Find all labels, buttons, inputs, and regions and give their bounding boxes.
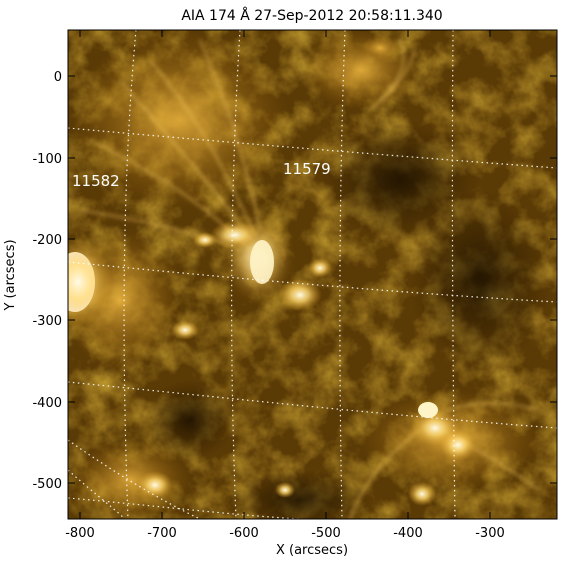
x-tick-label: -500 bbox=[311, 526, 341, 541]
region-label-11582: 11582 bbox=[72, 172, 120, 190]
solar-image: 11582 11579 bbox=[68, 30, 557, 519]
x-tick-label: -800 bbox=[65, 526, 95, 541]
heliographic-grid bbox=[68, 30, 557, 519]
y-tick-label: -300 bbox=[32, 314, 62, 329]
x-tick-label: -600 bbox=[229, 526, 259, 541]
y-tick-label: -400 bbox=[32, 396, 62, 411]
x-tick-label: -400 bbox=[393, 526, 423, 541]
y-axis: 0 -100 -200 -300 -400 -500 Y (arcsecs) bbox=[3, 70, 557, 492]
y-tick-label: -100 bbox=[32, 152, 62, 167]
y-tick-label: -200 bbox=[32, 233, 62, 248]
x-tick-label: -300 bbox=[475, 526, 505, 541]
plot-frame bbox=[67, 29, 558, 520]
x-axis: -800 -700 -600 -500 -400 -300 X (arcsecs… bbox=[65, 30, 505, 558]
figure-title: AIA 174 Å 27-Sep-2012 20:58:11.340 bbox=[181, 7, 442, 24]
y-axis-label: Y (arcsecs) bbox=[3, 239, 18, 311]
region-label-11579: 11579 bbox=[283, 160, 331, 178]
y-tick-label: -500 bbox=[32, 477, 62, 492]
y-tick-label: 0 bbox=[54, 70, 62, 85]
x-tick-label: -700 bbox=[147, 526, 177, 541]
x-axis-label: X (arcsecs) bbox=[276, 543, 348, 558]
